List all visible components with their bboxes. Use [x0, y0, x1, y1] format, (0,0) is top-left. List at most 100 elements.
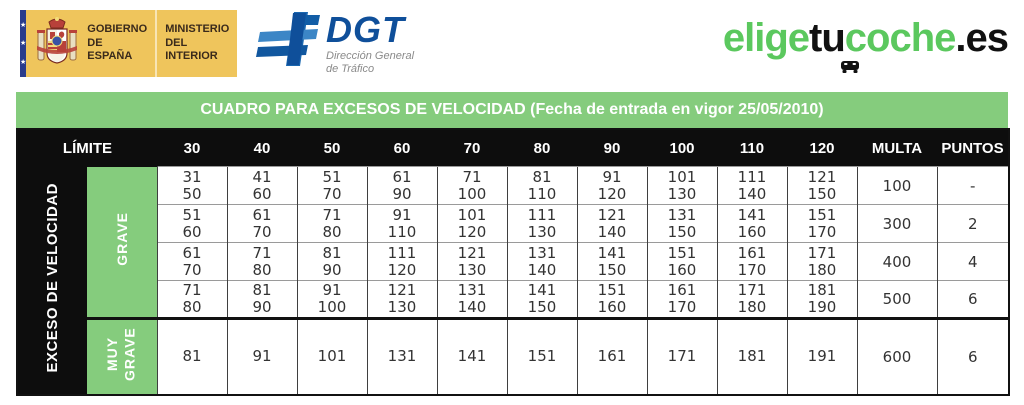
speed-excess-table: LÍMITE 30 40 50 60 70 80 90 100 110 120 MULTA PUNTOS… — [16, 128, 1010, 396]
range-from: 61 — [182, 243, 202, 262]
range-from: 71 — [322, 205, 342, 224]
speed-limit-header: 110 — [717, 129, 787, 167]
range-value: 191 — [807, 347, 837, 366]
range-to: 160 — [667, 260, 697, 279]
range-cell: 161 170 — [716, 242, 787, 281]
range-from: 81 — [252, 281, 272, 299]
range-to: 170 — [807, 222, 837, 241]
table-row: 51 60 61 70 71 80 91 110 101 120 111 130 121 140 131 15… — [17, 204, 1009, 243]
star-icon: ★ — [20, 40, 27, 47]
points-cell: 4 — [936, 242, 1009, 281]
range-from: 161 — [667, 281, 697, 299]
range-cell: 81 110 — [506, 166, 577, 205]
range-cell: 171 180 — [716, 280, 787, 319]
table-row: 71 80 81 90 91 100 121 130 131 140 141 150 151 160 161… — [17, 280, 1009, 319]
range-from: 121 — [597, 205, 627, 224]
range-to: 160 — [737, 222, 767, 241]
axis-cell: EXCESO DE VELOCIDAD — [17, 166, 87, 395]
gov-logo-divider — [155, 10, 158, 77]
range-value: 171 — [667, 347, 697, 366]
range-from: 121 — [807, 167, 837, 186]
star-icon: ★ — [20, 21, 27, 29]
range-from: 131 — [667, 205, 697, 224]
range-from: 131 — [457, 281, 487, 299]
range-to: 70 — [182, 260, 202, 279]
range-from: 81 — [322, 243, 342, 262]
ministry-label: MINISTERIO DEL INTERIOR — [157, 23, 237, 64]
range-to: 100 — [457, 184, 487, 203]
range-to: 80 — [252, 260, 272, 279]
range-cell: 161 170 — [646, 280, 717, 319]
range-from: 151 — [807, 205, 837, 224]
eligetucoche-logo: eligetucoche.es — [723, 16, 1009, 73]
severity-cell: MUY GRAVE — [87, 317, 157, 395]
dgt-logo: DGT Dirección General de Tráfico — [256, 12, 414, 76]
range-cell: 51 70 — [296, 166, 367, 205]
range-value: 141 — [457, 347, 487, 366]
range-cell: 81 90 — [296, 242, 367, 281]
table-row: 61 70 71 80 81 90 111 120 121 130 131 140 141 150 151 1… — [17, 242, 1009, 281]
range-cell: 61 70 — [226, 204, 297, 243]
range-cell: 51 60 — [156, 204, 227, 243]
range-from: 171 — [807, 243, 837, 262]
range-from: 111 — [387, 243, 417, 262]
range-cell: 121 150 — [786, 166, 857, 205]
range-cell: 81 — [156, 317, 227, 395]
range-from: 151 — [667, 243, 697, 262]
logo-part-coche: coche — [844, 16, 957, 60]
ministry-line1: MINISTERIO — [165, 22, 230, 35]
range-from: 91 — [392, 205, 412, 224]
eu-flag-strip: ★ ★ ★ — [20, 10, 27, 77]
points-cell: 6 — [936, 317, 1009, 395]
axis-label: EXCESO DE VELOCIDAD — [44, 182, 61, 373]
range-to: 70 — [252, 222, 272, 241]
range-from: 131 — [527, 243, 557, 262]
range-cell: 151 — [506, 317, 577, 395]
dgt-subtitle-line1: Dirección General — [326, 50, 415, 62]
range-cell: 131 140 — [506, 242, 577, 281]
range-cell: 131 150 — [646, 204, 717, 243]
range-to: 90 — [392, 184, 412, 203]
range-from: 141 — [597, 243, 627, 262]
range-cell: 101 130 — [646, 166, 717, 205]
range-value: 181 — [737, 347, 767, 366]
range-to: 120 — [387, 260, 417, 279]
range-cell: 61 90 — [366, 166, 437, 205]
range-from: 81 — [532, 167, 552, 186]
range-to: 120 — [597, 184, 627, 203]
fine-cell: 500 — [856, 280, 937, 319]
fine-cell: 400 — [856, 242, 937, 281]
range-cell: 91 100 — [296, 280, 367, 319]
dgt-symbol-icon — [256, 12, 320, 66]
range-to: 80 — [182, 298, 202, 316]
speed-limit-header: 90 — [577, 129, 647, 167]
gov-line1: GOBIERNO — [87, 22, 148, 35]
range-cell: 71 80 — [156, 280, 227, 319]
logo-part-es: .es — [955, 16, 1009, 60]
range-from: 151 — [597, 281, 627, 299]
car-icon — [841, 61, 859, 73]
range-cell: 181 — [716, 317, 787, 395]
range-cell: 91 — [226, 317, 297, 395]
range-from: 61 — [252, 205, 272, 224]
range-cell: 101 — [296, 317, 367, 395]
range-from: 61 — [392, 167, 412, 186]
range-to: 170 — [737, 260, 767, 279]
range-cell: 151 160 — [576, 280, 647, 319]
range-to: 130 — [527, 222, 557, 241]
severity-label: MUY GRAVE — [104, 327, 138, 382]
range-to: 150 — [597, 260, 627, 279]
ministry-line2: DEL INTERIOR — [165, 36, 218, 63]
range-cell: 41 60 — [226, 166, 297, 205]
range-from: 111 — [737, 167, 767, 186]
range-to: 150 — [667, 222, 697, 241]
points-header: PUNTOS — [937, 129, 1009, 167]
range-cell: 181 190 — [786, 280, 857, 319]
speed-limit-header: 80 — [507, 129, 577, 167]
range-from: 101 — [457, 205, 487, 224]
range-cell: 31 50 — [156, 166, 227, 205]
range-from: 111 — [527, 205, 557, 224]
range-from: 71 — [462, 167, 482, 186]
range-from: 171 — [737, 281, 767, 299]
range-cell: 121 130 — [436, 242, 507, 281]
